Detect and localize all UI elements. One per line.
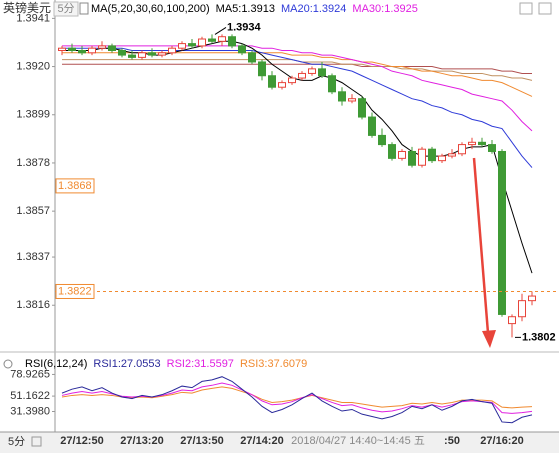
legend-entry: RSI1:27.0553 xyxy=(93,358,160,370)
settings-icon[interactable] xyxy=(519,2,533,15)
candle-body xyxy=(108,45,116,51)
candle-body xyxy=(488,144,496,152)
candle-body xyxy=(378,134,386,146)
x-tick-label: 27/13:50 xyxy=(180,435,223,447)
red-arrow-head xyxy=(482,330,496,348)
candle-body xyxy=(268,75,276,88)
candle-body xyxy=(178,43,186,49)
candle-body xyxy=(408,150,416,166)
cursor-time-label: 2018/04/27 14:40~14:45 五 xyxy=(291,435,425,447)
candle-body xyxy=(198,38,206,47)
candle-body xyxy=(188,43,196,47)
candle-body xyxy=(428,148,436,162)
candle-body xyxy=(248,52,256,63)
candle-body xyxy=(358,98,366,118)
legend-entry: RSI(6,12,24) xyxy=(25,358,87,370)
candle-body xyxy=(348,98,356,102)
candle-body xyxy=(238,45,246,54)
footer-period[interactable]: 5分 xyxy=(8,435,25,448)
candle-body xyxy=(208,38,216,42)
candle-body xyxy=(418,148,426,166)
candle-body xyxy=(508,316,516,325)
y-tick-label: 1.3878 xyxy=(16,157,50,169)
candle-body xyxy=(298,72,306,79)
legend-entry: MA30:1.3925 xyxy=(352,3,417,15)
close-icon[interactable] xyxy=(538,2,552,15)
moving-average-line xyxy=(62,45,533,132)
x-tick-label: 27/14:20 xyxy=(240,435,283,447)
indicator-icon[interactable] xyxy=(3,359,13,369)
candle-body xyxy=(448,153,456,157)
candle-body xyxy=(468,141,476,146)
legend-entry: RSI3:37.6079 xyxy=(240,358,307,370)
y-tick-label: 1.3941 xyxy=(16,12,50,24)
candle-body xyxy=(138,52,146,58)
candle-body xyxy=(458,144,466,155)
legend-entry: RSI2:31.5597 xyxy=(167,358,234,370)
candle-body xyxy=(308,68,316,74)
candle-body xyxy=(78,49,86,54)
high-pointer xyxy=(214,27,227,35)
y-tick-label: 78.9265 xyxy=(10,368,50,380)
candle-body xyxy=(318,68,326,77)
candle-body xyxy=(58,47,66,51)
rsi-line xyxy=(61,386,533,409)
y-tick-label: 1.3837 xyxy=(16,251,50,263)
candle-body xyxy=(388,144,396,159)
candle-body xyxy=(528,295,536,302)
period-label[interactable]: 5分 xyxy=(57,2,74,15)
candle-body xyxy=(228,36,236,47)
price-label: 1.3822 xyxy=(58,285,92,297)
x-tick-label: 27/13:20 xyxy=(120,435,163,447)
moving-average-line xyxy=(62,63,532,74)
y-tick-label: 31.3980 xyxy=(10,405,50,417)
candle-body xyxy=(118,49,126,56)
legend-entry: MA20:1.3924 xyxy=(281,3,346,15)
candle-body xyxy=(498,150,506,315)
candle-body xyxy=(148,52,156,56)
candle-body xyxy=(398,150,406,159)
candle-body xyxy=(258,61,266,77)
time-axis-strip xyxy=(0,432,559,453)
candle-body xyxy=(68,47,76,51)
instrument-name: 英镑美元 xyxy=(3,0,51,15)
low-label: 1.3802 xyxy=(522,331,556,343)
high-label: 1.3934 xyxy=(227,21,262,33)
y-tick-label: 51.1622 xyxy=(10,390,50,402)
candle-body xyxy=(518,300,526,318)
candle-body xyxy=(338,91,346,102)
red-arrow-shaft xyxy=(472,157,490,334)
period-dropdown[interactable] xyxy=(31,436,42,447)
price-box xyxy=(55,178,95,194)
y-tick-label: 1.3920 xyxy=(16,60,50,72)
legend-entry: MA(5,20,30,60,100,200) xyxy=(91,3,210,15)
candle-body xyxy=(168,47,176,54)
legend-entry: MA5:1.3913 xyxy=(216,3,275,15)
price-label: 1.3868 xyxy=(58,180,92,192)
rsi-line xyxy=(61,376,533,424)
y-tick-label: 1.3857 xyxy=(16,205,50,217)
y-tick-label: 1.3899 xyxy=(16,109,50,121)
period-box[interactable] xyxy=(53,1,79,17)
x-tick-label: 27/12:50 xyxy=(60,435,103,447)
price-box xyxy=(55,283,95,299)
candle-body xyxy=(158,52,166,56)
y-tick-label: 1.3816 xyxy=(16,299,50,311)
candle-body xyxy=(218,36,226,42)
candle-body xyxy=(438,155,446,162)
candle-body xyxy=(478,141,486,146)
candle-body xyxy=(328,75,336,93)
candle-body xyxy=(368,116,376,136)
candle-body xyxy=(288,77,296,84)
candle-body xyxy=(278,82,286,88)
candle-body xyxy=(88,47,96,54)
candle-body xyxy=(128,54,136,58)
x-tick-label: :50 xyxy=(444,435,460,447)
indicator-icon[interactable] xyxy=(79,2,89,15)
x-tick-label: 27/16:20 xyxy=(480,435,523,447)
candle-body xyxy=(98,45,106,49)
moving-average-line xyxy=(62,47,533,168)
